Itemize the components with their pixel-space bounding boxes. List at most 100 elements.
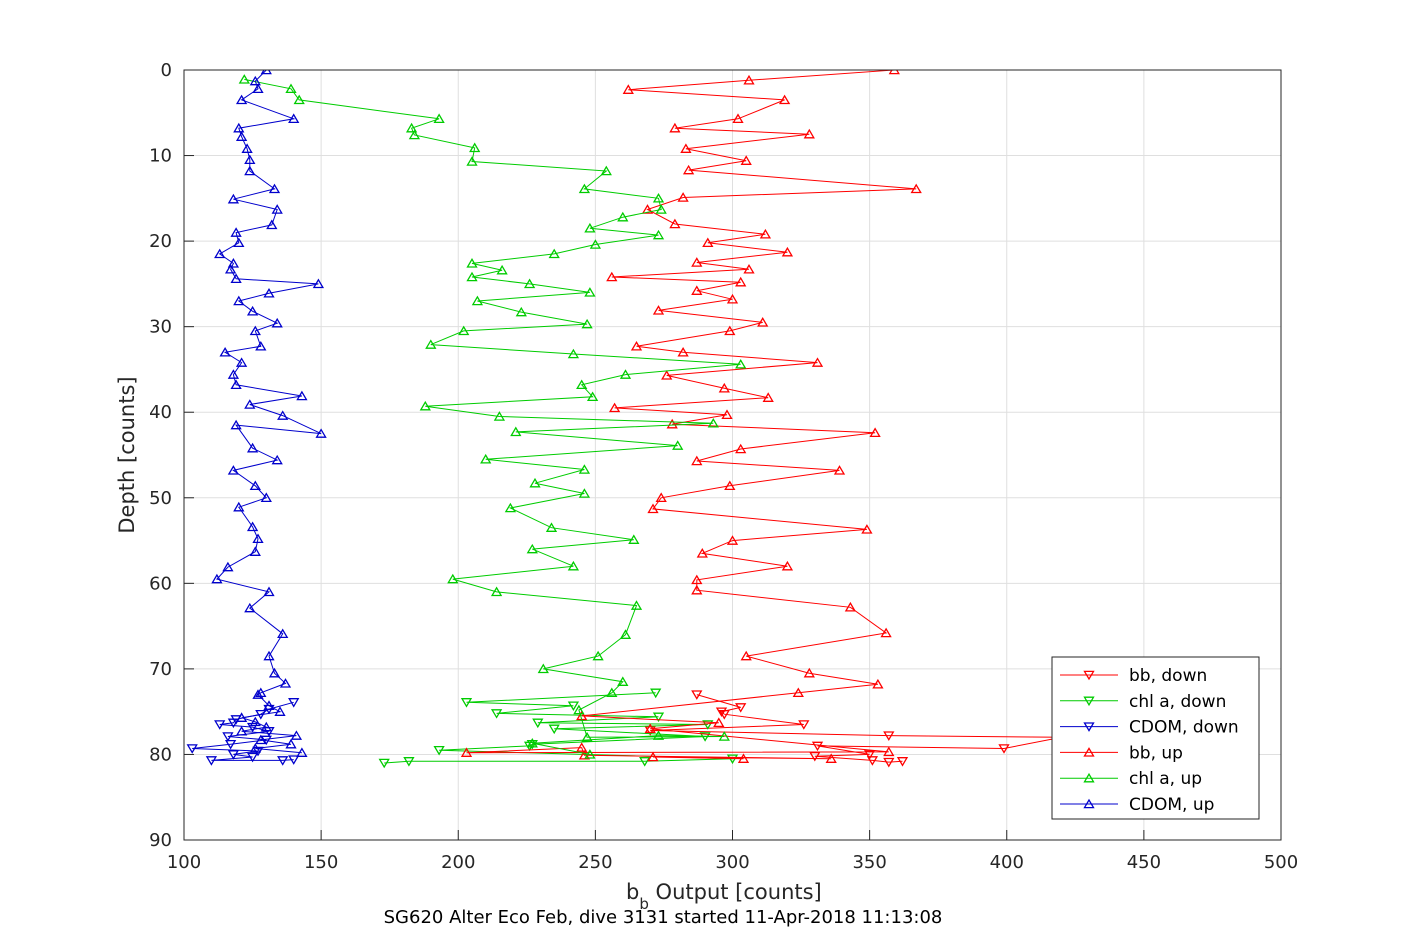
legend-label: CDOM, down (1129, 718, 1239, 738)
data-point (279, 678, 292, 688)
data-point (235, 131, 248, 141)
data-point (186, 744, 198, 754)
data-point (718, 382, 730, 393)
data-point (718, 731, 730, 741)
data-point (883, 757, 895, 768)
x-tick-label: 350 (852, 852, 886, 873)
data-point (567, 560, 580, 571)
data-point (490, 709, 503, 719)
data-point (608, 402, 621, 413)
data-point (691, 584, 703, 595)
data-point (619, 629, 632, 639)
data-point (735, 703, 747, 713)
data-point (315, 428, 327, 438)
legend-marker (1083, 772, 1095, 783)
data-point (288, 698, 300, 708)
data-point (403, 757, 415, 767)
data-point (458, 325, 470, 336)
data-point (548, 248, 560, 259)
data-point (230, 379, 242, 390)
data-point (680, 143, 692, 153)
legend-label: CDOM, up (1129, 795, 1214, 815)
data-point (584, 749, 596, 759)
legend-entry: chl a, up (1060, 769, 1202, 789)
legend-box (1051, 656, 1260, 820)
data-point (998, 744, 1010, 754)
data-point (290, 730, 303, 740)
data-point (757, 317, 769, 327)
data-point (244, 602, 256, 613)
x-tick-label: 100 (167, 852, 201, 873)
data-point (883, 731, 895, 741)
data-point (271, 204, 283, 214)
data-point (669, 122, 681, 133)
data-point (252, 533, 264, 544)
data-point (471, 295, 484, 306)
data-point (288, 755, 300, 765)
data-point (803, 667, 815, 678)
data-point (735, 443, 747, 454)
data-point (219, 347, 231, 357)
data-point (781, 560, 794, 571)
data-point (433, 113, 445, 124)
x-axis-ticks: 100 150 200 250 300 350 400 450 500 (167, 830, 1298, 873)
y-tick-label: 10 (149, 146, 172, 167)
data-point (600, 165, 612, 176)
data-point (260, 721, 272, 732)
legend-marker (1083, 722, 1095, 732)
data-point (880, 627, 892, 638)
data-point (466, 258, 478, 268)
data-point (263, 650, 275, 661)
data-point (252, 83, 264, 94)
legend: bb, down chl a, down CDOM, down bb, up chl a… (1051, 656, 1260, 820)
data-point (792, 687, 804, 698)
series-line (384, 692, 733, 764)
series-cdom-up (211, 70, 327, 757)
data-point (227, 193, 240, 204)
data-point (425, 339, 437, 349)
data-point (255, 734, 267, 745)
data-point (617, 211, 629, 222)
data-point (537, 663, 549, 674)
data-point (589, 239, 602, 249)
data-point (576, 379, 588, 390)
legend-entry: bb, up (1060, 743, 1183, 763)
data-point (285, 738, 297, 749)
data-point (529, 477, 541, 488)
data-point (737, 753, 750, 763)
y-tick-label: 70 (149, 659, 172, 680)
data-point (735, 276, 747, 287)
data-point (244, 165, 256, 176)
x-axis-label-subscript: b (639, 895, 649, 913)
x-tick-label: 300 (715, 852, 749, 873)
data-point (644, 726, 656, 736)
data-point (811, 741, 824, 752)
data-point (863, 750, 876, 760)
data-point (252, 689, 264, 699)
legend-marker (1083, 696, 1095, 707)
data-point (277, 410, 289, 420)
data-point (268, 667, 281, 678)
data-point (545, 522, 558, 532)
data-point (617, 676, 629, 686)
data-point (255, 341, 267, 351)
data-point (861, 524, 873, 534)
data-point (433, 745, 445, 756)
data-point (378, 758, 390, 769)
data-point (249, 546, 261, 556)
data-point (266, 219, 278, 230)
data-point (263, 700, 275, 710)
legend-marker (1083, 798, 1095, 809)
data-point (233, 237, 245, 248)
data-point (743, 264, 755, 274)
y-tick-label: 80 (149, 744, 172, 765)
data-point (466, 271, 478, 282)
data-point (260, 70, 272, 75)
data-point (510, 426, 522, 437)
data-point (743, 74, 755, 85)
data-point (493, 411, 506, 421)
legend-label: bb, up (1129, 743, 1183, 763)
data-point (578, 183, 591, 194)
data-point (726, 535, 739, 545)
